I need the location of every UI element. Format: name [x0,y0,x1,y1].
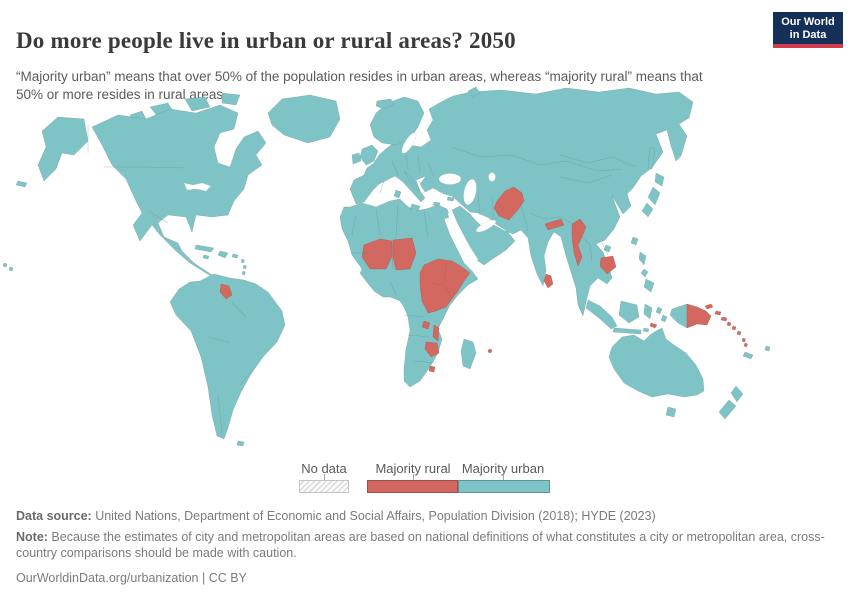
legend-swatch-no-data[interactable] [299,480,349,493]
red-sea [447,212,479,263]
legend-tick-no-data [324,474,325,480]
region-greenland[interactable] [267,94,341,144]
region-sri-lanka[interactable] [543,273,554,289]
region-east-africa-block[interactable] [419,258,471,314]
region-eswatini[interactable] [428,365,436,373]
region-myanmar[interactable] [571,218,587,267]
region-puerto-rico[interactable] [231,253,239,259]
region-sicily[interactable] [409,203,421,212]
region-sulawesi[interactable] [643,303,653,320]
page-subtitle: “Majority urban” means that over 50% of … [16,68,703,103]
region-cambodia[interactable] [599,255,617,275]
region-aleutian-islands[interactable] [15,180,28,188]
data-source-label: Data source: [16,509,92,523]
attribution-link[interactable]: OurWorldinData.org/urbanization | CC BY [16,571,247,585]
persian-gulf [475,219,497,233]
black-sea [438,173,462,185]
country-borders [87,125,637,434]
region-niger[interactable] [361,238,393,270]
legend-label-majority-urban: Majority urban [461,461,545,476]
owid-logo[interactable]: Our World in Data [773,12,843,48]
region-japan[interactable] [641,172,665,218]
region-crete[interactable] [432,201,441,207]
caspian-sea [463,179,477,205]
region-tasmania[interactable] [665,406,677,418]
region-nepal[interactable] [544,218,565,231]
region-comoros[interactable] [487,348,493,354]
region-falkland-islands[interactable] [236,440,245,447]
legend-tick-majority-urban [503,474,504,480]
region-papua-new-guinea[interactable] [686,303,712,329]
region-afghanistan-tajikistan[interactable] [493,186,525,221]
region-jamaica[interactable] [202,254,210,260]
region-north-america[interactable] [91,104,267,292]
owid-logo-line1: Our World [781,16,835,28]
region-sardinia[interactable] [393,189,402,199]
region-vanuatu[interactable] [741,337,748,348]
note-line: Note: Because the estimates of city and … [16,529,838,561]
region-burundi[interactable] [421,320,431,330]
region-guyana[interactable] [219,283,233,300]
world-map-canvas [2,86,771,447]
region-new-zealand[interactable] [718,385,744,420]
region-chad[interactable] [392,237,417,271]
region-java[interactable] [612,327,642,335]
region-fiji[interactable] [764,345,771,352]
legend-label-no-data: No data [301,461,347,476]
legend-swatch-majority-urban[interactable] [458,480,550,493]
legend-tick-majority-rural [413,474,414,480]
region-solomon-islands[interactable] [726,321,742,336]
region-moluccas-lesser-sunda[interactable] [642,306,668,333]
region-madagascar[interactable] [460,338,477,370]
baltic-sea [401,132,417,154]
region-iceland[interactable] [375,98,395,110]
aral-sea [488,172,496,182]
region-cuba[interactable] [194,244,215,253]
legend-label-majority-rural: Majority rural [375,461,451,476]
region-lesser-antilles[interactable] [240,258,247,276]
region-new-guinea-west[interactable] [669,303,688,329]
region-hispaniola[interactable] [217,250,229,259]
region-png-islands[interactable] [704,303,728,322]
owid-logo-line2: in Data [789,29,827,41]
great-lakes [183,182,212,192]
region-zimbabwe[interactable] [424,341,440,358]
region-alaska[interactable] [37,116,89,182]
data-source-text: United Nations, Department of Economic a… [91,509,656,523]
data-source-line: Data source: United Nations, Department … [16,508,838,524]
page-title: Do more people live in urban or rural ar… [16,28,516,54]
region-ireland[interactable] [351,152,362,165]
rural-internal-borders [391,240,453,298]
footer: Data source: United Nations, Department … [16,508,838,586]
region-borneo[interactable] [618,300,640,324]
region-australia[interactable] [608,327,705,398]
region-cyprus[interactable] [446,196,455,202]
region-taiwan[interactable] [630,236,639,246]
legend-swatch-majority-rural[interactable] [367,480,458,493]
note-label: Note: [16,530,48,544]
region-timor-leste[interactable] [649,322,658,329]
region-new-caledonia[interactable] [742,351,754,360]
region-philippines[interactable] [638,251,655,293]
region-south-america[interactable] [169,273,286,440]
region-hawaii[interactable] [2,262,14,272]
region-sakhalin[interactable] [647,146,656,170]
region-malawi[interactable] [432,324,440,342]
note-text: Because the estimates of city and metrop… [16,530,825,560]
region-sumatra[interactable] [585,299,618,330]
region-novaya-zemlya[interactable] [467,86,481,98]
